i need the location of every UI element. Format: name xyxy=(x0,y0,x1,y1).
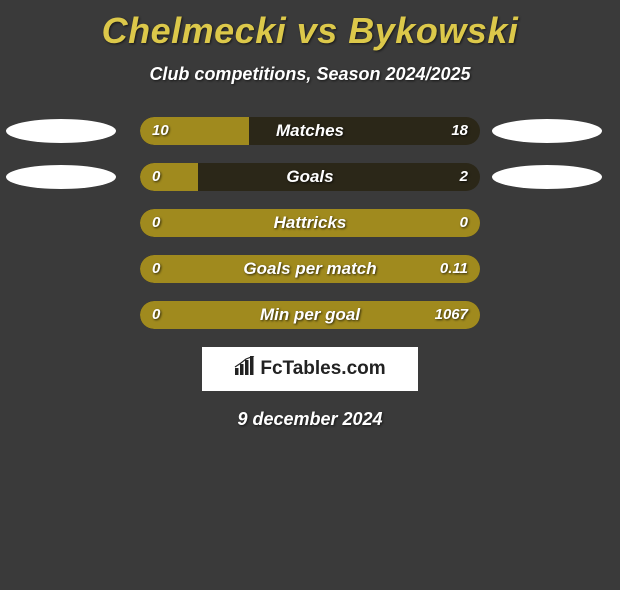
player-left-badge xyxy=(6,165,116,189)
stat-label: Goals xyxy=(140,163,480,191)
stat-label: Min per goal xyxy=(140,301,480,329)
stat-label: Matches xyxy=(140,117,480,145)
bar-chart-icon xyxy=(234,356,256,382)
stat-bar: 01067Min per goal xyxy=(140,301,480,329)
player-right-badge xyxy=(492,119,602,143)
logo-text: FcTables.com xyxy=(234,356,385,382)
stat-row: 1018Matches xyxy=(0,117,620,145)
stats-area: 1018Matches 02Goals 00Hattricks 00.11Goals … xyxy=(0,117,620,329)
stat-row: 01067Min per goal xyxy=(0,301,620,329)
stat-row: 02Goals xyxy=(0,163,620,191)
stat-bar: 00Hattricks xyxy=(140,209,480,237)
stat-row: 00.11Goals per match xyxy=(0,255,620,283)
comparison-subtitle: Club competitions, Season 2024/2025 xyxy=(0,64,620,85)
stat-bar: 02Goals xyxy=(140,163,480,191)
stat-bar: 1018Matches xyxy=(140,117,480,145)
player-left-badge xyxy=(6,119,116,143)
date-line: 9 december 2024 xyxy=(0,409,620,430)
comparison-title: Chelmecki vs Bykowski xyxy=(0,10,620,52)
logo-label: FcTables.com xyxy=(260,358,385,380)
stat-row: 00Hattricks xyxy=(0,209,620,237)
stat-label: Hattricks xyxy=(140,209,480,237)
stat-bar: 00.11Goals per match xyxy=(140,255,480,283)
stat-label: Goals per match xyxy=(140,255,480,283)
player-right-badge xyxy=(492,165,602,189)
site-logo: FcTables.com xyxy=(202,347,418,391)
